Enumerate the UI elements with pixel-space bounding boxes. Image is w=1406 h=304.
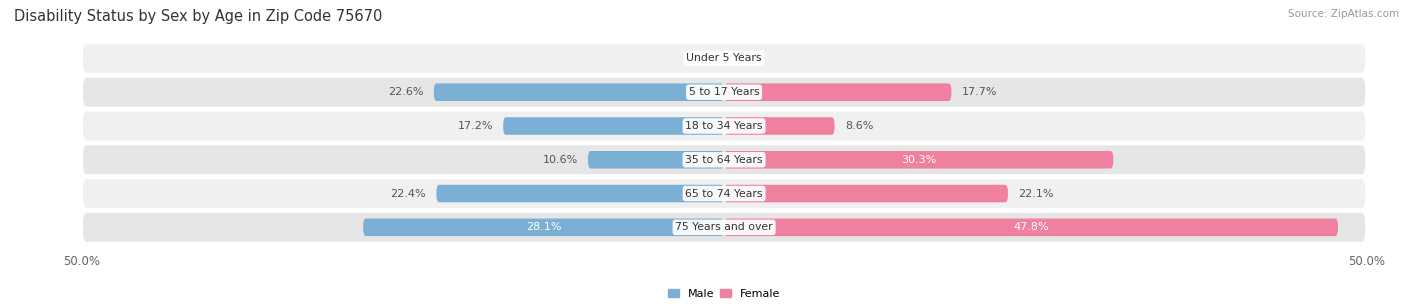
Text: 30.3%: 30.3% [901,155,936,165]
Text: 18 to 34 Years: 18 to 34 Years [685,121,763,131]
Text: 17.2%: 17.2% [457,121,494,131]
Text: 0.0%: 0.0% [686,54,714,64]
Text: 22.1%: 22.1% [1018,188,1053,199]
Text: Under 5 Years: Under 5 Years [686,54,762,64]
FancyBboxPatch shape [436,185,724,202]
FancyBboxPatch shape [724,83,952,101]
FancyBboxPatch shape [724,151,1114,168]
Text: 35 to 64 Years: 35 to 64 Years [685,155,763,165]
Text: 28.1%: 28.1% [526,222,561,232]
FancyBboxPatch shape [82,144,1367,175]
FancyBboxPatch shape [588,151,724,168]
FancyBboxPatch shape [82,212,1367,243]
FancyBboxPatch shape [724,219,1339,236]
Text: 0.0%: 0.0% [734,54,762,64]
FancyBboxPatch shape [503,117,724,135]
Text: 17.7%: 17.7% [962,87,997,97]
Text: 75 Years and over: 75 Years and over [675,222,773,232]
FancyBboxPatch shape [724,117,835,135]
Text: 47.8%: 47.8% [1014,222,1049,232]
Text: Disability Status by Sex by Age in Zip Code 75670: Disability Status by Sex by Age in Zip C… [14,9,382,24]
FancyBboxPatch shape [363,219,724,236]
Text: 5 to 17 Years: 5 to 17 Years [689,87,759,97]
Text: Source: ZipAtlas.com: Source: ZipAtlas.com [1288,9,1399,19]
FancyBboxPatch shape [82,77,1367,108]
FancyBboxPatch shape [82,178,1367,209]
Text: 22.4%: 22.4% [391,188,426,199]
FancyBboxPatch shape [724,185,1008,202]
FancyBboxPatch shape [434,83,724,101]
Text: 22.6%: 22.6% [388,87,423,97]
FancyBboxPatch shape [82,43,1367,74]
Text: 10.6%: 10.6% [543,155,578,165]
Text: 8.6%: 8.6% [845,121,873,131]
Legend: Male, Female: Male, Female [664,284,785,303]
Text: 65 to 74 Years: 65 to 74 Years [685,188,763,199]
FancyBboxPatch shape [82,110,1367,142]
